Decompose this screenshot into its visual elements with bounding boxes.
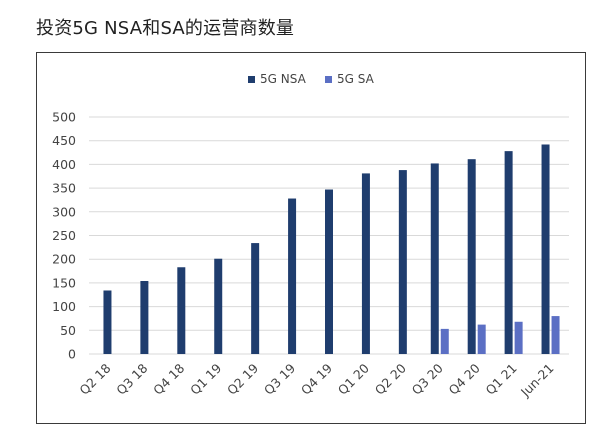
chart-frame: 5G NSA 5G SA 0 50 100 150 200 250 300 350 400 450 5… bbox=[36, 52, 586, 424]
bar-5g-nsa bbox=[361, 173, 370, 354]
x-tick-label: Q1 21 bbox=[482, 361, 519, 398]
y-tick-label: 500 bbox=[52, 110, 76, 125]
x-tick-label: Q2 20 bbox=[372, 360, 409, 397]
x-tick-label: Q4 18 bbox=[150, 360, 187, 397]
bar-chart: 5G NSA 5G SA 0 50 100 150 200 250 300 350 400 450 5… bbox=[52, 72, 569, 400]
bar-5g-nsa bbox=[325, 189, 333, 354]
y-tick-label: 150 bbox=[52, 275, 76, 290]
bar-5g-nsa bbox=[541, 144, 550, 354]
bar-5g-nsa bbox=[251, 243, 260, 354]
bar-5g-sa bbox=[551, 316, 560, 354]
x-tick-label: Q3 19 bbox=[261, 360, 298, 397]
bar-5g-sa bbox=[477, 324, 486, 354]
chart-legend: 5G NSA 5G SA bbox=[248, 72, 375, 86]
x-tick-label: Q2 19 bbox=[224, 360, 261, 397]
y-tick-label: 400 bbox=[52, 157, 76, 172]
bar-5g-nsa bbox=[288, 198, 297, 354]
x-tick-label: Q1 20 bbox=[335, 360, 372, 397]
x-tick-label: Q2 18 bbox=[76, 360, 113, 397]
y-axis: 0 50 100 150 200 250 300 350 400 450 500 bbox=[52, 110, 76, 362]
x-tick-label: Q3 20 bbox=[409, 360, 446, 397]
y-tick-label: 200 bbox=[52, 252, 76, 267]
bar-5g-nsa bbox=[140, 281, 149, 354]
bar-5g-nsa bbox=[398, 170, 407, 354]
x-tick-label: Q1 19 bbox=[187, 360, 224, 397]
bar-5g-nsa bbox=[177, 267, 186, 354]
bars bbox=[103, 144, 560, 354]
bar-5g-nsa bbox=[430, 163, 439, 354]
legend-swatch bbox=[248, 76, 255, 83]
y-tick-label: 100 bbox=[52, 299, 76, 314]
x-tick-label: Q4 19 bbox=[298, 360, 335, 397]
y-tick-label: 0 bbox=[68, 347, 76, 362]
bar-5g-nsa bbox=[504, 151, 513, 354]
x-tick-label: Jun-21 bbox=[517, 361, 557, 401]
bar-5g-nsa bbox=[214, 258, 223, 354]
legend-label: 5G SA bbox=[337, 72, 375, 86]
y-tick-label: 50 bbox=[60, 323, 76, 338]
y-tick-label: 250 bbox=[52, 228, 76, 243]
bar-5g-nsa bbox=[467, 159, 476, 354]
x-tick-label: Q3 18 bbox=[113, 360, 150, 397]
bar-5g-sa bbox=[440, 328, 449, 354]
bar-5g-nsa bbox=[103, 290, 112, 354]
legend-label: 5G NSA bbox=[260, 72, 307, 86]
legend-swatch bbox=[325, 76, 332, 83]
x-axis: Q2 18 Q3 18 Q4 18 Q1 19 Q2 19 Q3 19 Q4 19 Q1 20… bbox=[76, 360, 556, 400]
page-title: 投资5G NSA和SA的运营商数量 bbox=[36, 18, 295, 39]
y-tick-label: 300 bbox=[52, 204, 76, 219]
y-tick-label: 350 bbox=[52, 181, 76, 196]
x-tick-label: Q4 20 bbox=[446, 360, 483, 397]
y-tick-label: 450 bbox=[52, 133, 76, 148]
bar-5g-sa bbox=[514, 321, 523, 354]
